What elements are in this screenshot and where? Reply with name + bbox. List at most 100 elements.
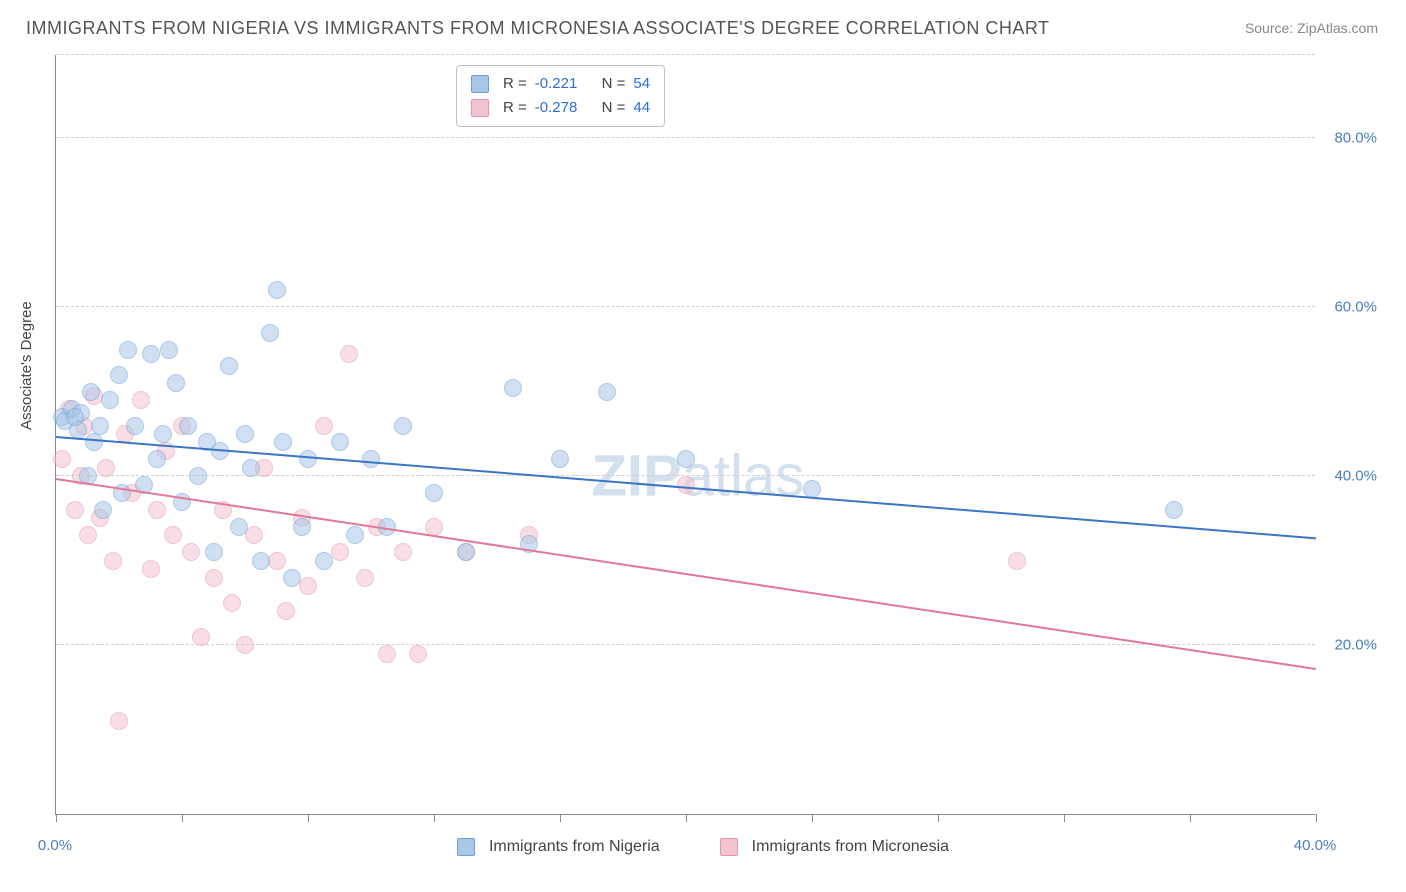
scatter-point-a [167, 374, 185, 392]
r-label: R = [503, 72, 527, 96]
scatter-point-a [268, 281, 286, 299]
scatter-point-b [315, 417, 333, 435]
scatter-point-a [293, 518, 311, 536]
legend-item: Immigrants from Nigeria [457, 838, 660, 856]
x-tick [1316, 814, 1317, 822]
scatter-point-b [356, 569, 374, 587]
scatter-point-a [91, 417, 109, 435]
scatter-point-a [82, 383, 100, 401]
y-tick-label: 80.0% [1321, 130, 1377, 147]
scatter-point-a [331, 433, 349, 451]
scatter-point-b [79, 526, 97, 544]
r-value: -0.221 [535, 72, 578, 96]
legend-label: Immigrants from Nigeria [489, 838, 660, 856]
scatter-point-a [252, 552, 270, 570]
scatter-point-a [154, 425, 172, 443]
scatter-point-b [268, 552, 286, 570]
scatter-point-b [331, 543, 349, 561]
x-tick [1064, 814, 1065, 822]
scatter-point-b [340, 345, 358, 363]
scatter-point-a [126, 417, 144, 435]
y-tick-label: 60.0% [1321, 299, 1377, 316]
y-tick-label: 20.0% [1321, 637, 1377, 654]
scatter-point-b [245, 526, 263, 544]
x-tick [308, 814, 309, 822]
n-label: N = [602, 96, 626, 120]
x-tick-label: 0.0% [38, 837, 72, 854]
scatter-point-b [182, 543, 200, 561]
scatter-point-a [66, 408, 84, 426]
series-b-swatch [471, 99, 489, 117]
scatter-point-a [803, 480, 821, 498]
chart-container: IMMIGRANTS FROM NIGERIA VS IMMIGRANTS FR… [0, 0, 1406, 892]
scatter-point-a [160, 341, 178, 359]
scatter-point-a [362, 450, 380, 468]
scatter-point-b [1008, 552, 1026, 570]
x-tick [812, 814, 813, 822]
source-label: Source: [1245, 20, 1297, 36]
scatter-point-b [104, 552, 122, 570]
scatter-point-b [409, 645, 427, 663]
scatter-point-b [164, 526, 182, 544]
stats-row: R = -0.278 N = 44 [471, 96, 650, 120]
source-name: ZipAtlas.com [1297, 20, 1378, 36]
scatter-point-a [236, 425, 254, 443]
scatter-point-b [277, 602, 295, 620]
x-tick [938, 814, 939, 822]
scatter-point-b [394, 543, 412, 561]
scatter-point-b [192, 628, 210, 646]
scatter-point-b [110, 712, 128, 730]
scatter-point-a [457, 543, 475, 561]
scatter-point-b [236, 636, 254, 654]
scatter-point-b [299, 577, 317, 595]
scatter-point-a [205, 543, 223, 561]
x-tick [56, 814, 57, 822]
plot-area: ZIPatlas R = -0.221 N = 54 R = -0.278 N … [55, 55, 1315, 815]
gridline-horizontal [56, 306, 1315, 307]
scatter-point-b [66, 501, 84, 519]
scatter-point-b [223, 594, 241, 612]
x-tick [686, 814, 687, 822]
x-tick [560, 814, 561, 822]
series-b-swatch [720, 838, 738, 856]
scatter-point-b [677, 476, 695, 494]
scatter-point-a [677, 450, 695, 468]
stats-legend-box: R = -0.221 N = 54 R = -0.278 N = 44 [456, 65, 665, 127]
n-value: 54 [633, 72, 650, 96]
stats-row: R = -0.221 N = 54 [471, 72, 650, 96]
chart-title: IMMIGRANTS FROM NIGERIA VS IMMIGRANTS FR… [26, 18, 1050, 39]
scatter-point-a [299, 450, 317, 468]
legend-item: Immigrants from Micronesia [720, 838, 949, 856]
n-label: N = [602, 72, 626, 96]
r-label: R = [503, 96, 527, 120]
scatter-point-a [261, 324, 279, 342]
watermark: ZIPatlas [592, 443, 805, 510]
scatter-point-a [101, 391, 119, 409]
scatter-point-a [242, 459, 260, 477]
watermark-zip: ZIP [592, 444, 682, 509]
scatter-point-a [1165, 501, 1183, 519]
r-value: -0.278 [535, 96, 578, 120]
scatter-point-b [53, 450, 71, 468]
scatter-point-b [378, 645, 396, 663]
scatter-point-a [283, 569, 301, 587]
x-tick [182, 814, 183, 822]
source-attribution: Source: ZipAtlas.com [1245, 20, 1378, 36]
x-tick [1190, 814, 1191, 822]
scatter-point-a [504, 379, 522, 397]
scatter-point-a [189, 467, 207, 485]
scatter-point-b [97, 459, 115, 477]
scatter-point-a [598, 383, 616, 401]
n-value: 44 [633, 96, 650, 120]
gridline-horizontal [56, 54, 1315, 55]
scatter-point-a [85, 433, 103, 451]
gridline-horizontal [56, 137, 1315, 138]
scatter-point-b [142, 560, 160, 578]
scatter-point-a [425, 484, 443, 502]
scatter-point-a [119, 341, 137, 359]
scatter-point-a [346, 526, 364, 544]
scatter-point-a [315, 552, 333, 570]
scatter-point-a [142, 345, 160, 363]
bottom-legend: Immigrants from Nigeria Immigrants from … [0, 838, 1406, 856]
series-a-swatch [457, 838, 475, 856]
